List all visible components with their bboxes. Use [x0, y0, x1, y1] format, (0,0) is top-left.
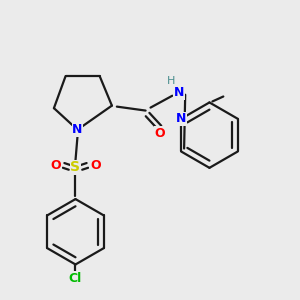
Text: O: O	[50, 159, 61, 172]
Text: O: O	[154, 127, 165, 140]
Text: N: N	[72, 123, 83, 136]
Text: S: S	[70, 160, 80, 174]
Text: H: H	[167, 76, 176, 86]
Text: O: O	[90, 159, 101, 172]
Text: N: N	[176, 112, 186, 125]
Text: Cl: Cl	[69, 272, 82, 285]
Text: N: N	[174, 86, 184, 99]
